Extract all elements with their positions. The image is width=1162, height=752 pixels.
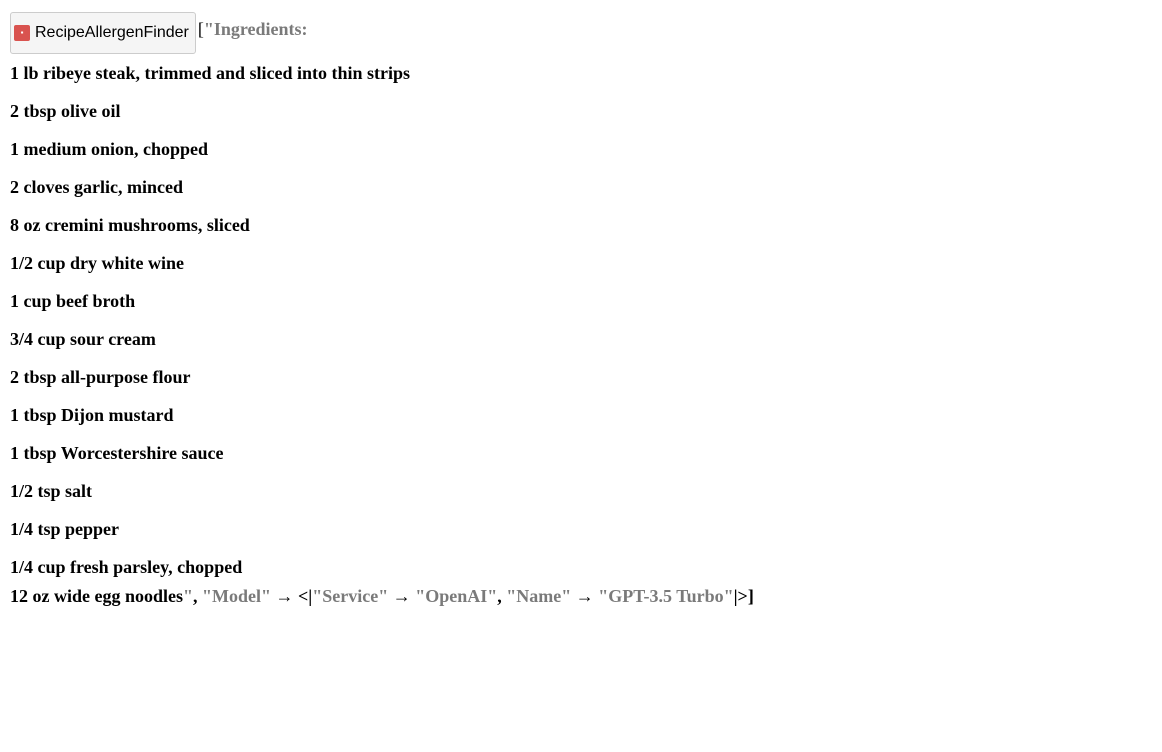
- arrow: →: [576, 586, 594, 606]
- name-key: Name: [516, 586, 561, 606]
- recipe-line: 1 tbsp Dijon mustard: [10, 396, 1152, 434]
- string-quote-open: ": [204, 10, 214, 48]
- string-quote: ": [561, 586, 571, 606]
- ingredients-header: Ingredients:: [214, 10, 308, 48]
- recipe-line: 2 tbsp olive oil: [10, 92, 1152, 130]
- string-quote: ": [312, 586, 322, 606]
- recipe-line: 1/2 cup dry white wine: [10, 244, 1152, 282]
- string-quote-close: ": [183, 586, 193, 606]
- string-quote: ": [724, 586, 734, 606]
- recipe-line: 1 tbsp Worcestershire sauce: [10, 434, 1152, 472]
- recipe-line: 1/4 tsp pepper: [10, 510, 1152, 548]
- recipe-line: 1 lb ribeye steak, trimmed and sliced in…: [10, 54, 1152, 92]
- code-cell: RecipeAllergenFinder ["Ingredients: 1 lb…: [10, 10, 1152, 607]
- service-key: Service: [322, 586, 378, 606]
- recipe-line: 1/4 cup fresh parsley, chopped: [10, 548, 1152, 586]
- string-quote: ": [415, 586, 425, 606]
- close-bracket: ]: [748, 586, 754, 606]
- string-quote: ": [261, 586, 271, 606]
- service-value: OpenAI: [425, 586, 487, 606]
- recipe-last-ingredient: 12 oz wide egg noodles: [10, 586, 183, 606]
- string-quote: ": [598, 586, 608, 606]
- recipe-line: 1/2 tsp salt: [10, 472, 1152, 510]
- model-key: Model: [212, 586, 261, 606]
- assoc-close: |>: [734, 586, 748, 606]
- assoc-open: <|: [298, 586, 312, 606]
- recipe-line: 8 oz cremini mushrooms, sliced: [10, 206, 1152, 244]
- recipe-line: 1 medium onion, chopped: [10, 130, 1152, 168]
- name-value: GPT-3.5 Turbo: [608, 586, 723, 606]
- recipe-line: 1 cup beef broth: [10, 282, 1152, 320]
- resource-function-badge[interactable]: RecipeAllergenFinder: [10, 12, 196, 54]
- comma: ,: [497, 586, 502, 606]
- string-quote: ": [202, 586, 212, 606]
- recipe-line: 3/4 cup sour cream: [10, 320, 1152, 358]
- recipe-line: 2 cloves garlic, minced: [10, 168, 1152, 206]
- comma: ,: [193, 586, 198, 606]
- resource-function-name: RecipeAllergenFinder: [35, 14, 189, 52]
- recipe-line: 2 tbsp all-purpose flour: [10, 358, 1152, 396]
- string-quote: ": [487, 586, 497, 606]
- first-line: RecipeAllergenFinder ["Ingredients:: [10, 10, 1152, 54]
- string-quote: ": [378, 586, 388, 606]
- string-quote: ": [506, 586, 516, 606]
- arrow: →: [276, 586, 294, 606]
- resource-icon: [14, 25, 30, 41]
- last-line: 12 oz wide egg noodles", "Model" → <|"Se…: [10, 586, 1152, 607]
- arrow: →: [393, 586, 411, 606]
